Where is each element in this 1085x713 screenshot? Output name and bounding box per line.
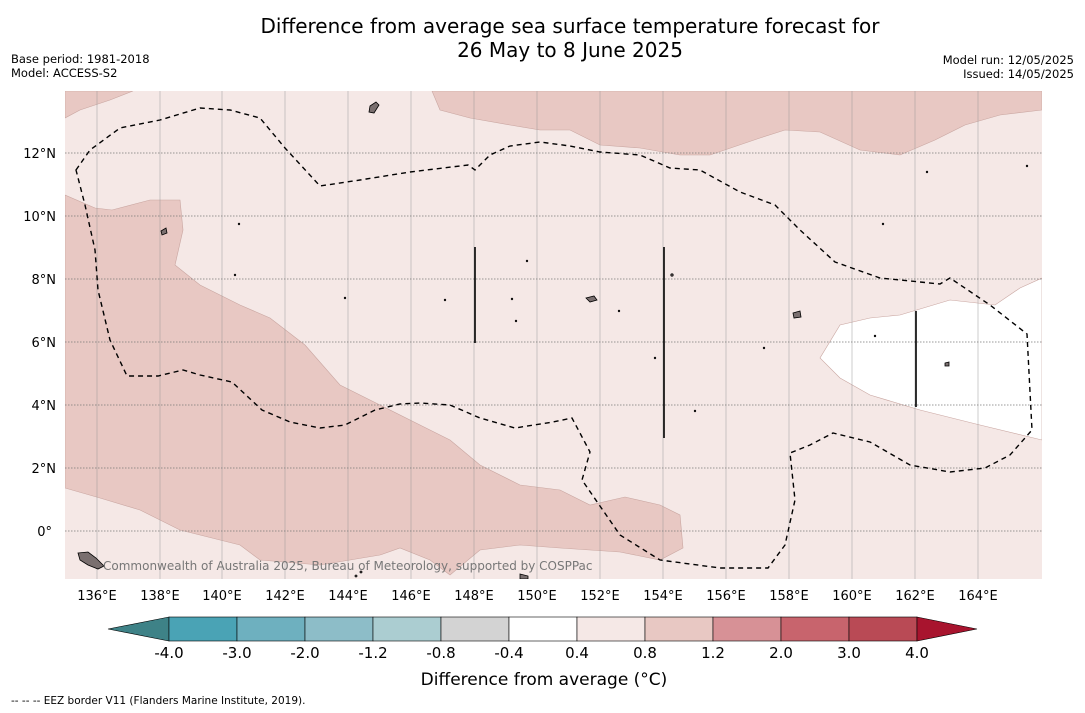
colorbar-tick-label: -3.0 [222,644,251,662]
neutral-region-east [819,277,1042,441]
lon-tick: 146°E [391,589,431,604]
colorbar-segment [644,616,714,642]
meta-left: Base period: 1981-2018 Model: ACCESS-S2 [11,52,150,80]
lon-tick: 152°E [580,589,620,604]
lat-tick: 12°N [23,147,56,162]
colorbar-tick-label: -0.4 [494,644,523,662]
colorbar-tick-label: -4.0 [154,644,183,662]
lon-tick: 162°E [895,589,935,604]
lat-tick: 10°N [23,210,56,225]
colorbar-tick-label: 2.0 [769,644,793,662]
meta-right: Model run: 12/05/2025 Issued: 14/05/2025 [943,53,1074,81]
model-run: Model run: 12/05/2025 [942,53,1074,67]
colorbar-tick-label: 0.8 [633,644,657,662]
colorbar-segment [168,616,238,642]
colorbar-segment [304,616,374,642]
eez-footnote: -- -- -- EEZ border V11 (Flanders Marine… [11,695,306,707]
lon-tick: 136°E [77,589,117,604]
lon-tick: 160°E [832,589,872,604]
title-line-2: 26 May to 8 June 2025 [457,38,683,62]
eez-border [75,107,1033,569]
lon-tick: 156°E [706,589,746,604]
lon-tick: 164°E [958,589,998,604]
colorbar-segment [440,616,510,642]
lat-tick-labels: 12°N 10°N 8°N 6°N 4°N 2°N 0° [23,147,56,540]
lon-tick: 158°E [769,589,809,604]
lat-tick: 4°N [32,399,57,414]
colorbar-segment [712,616,782,642]
anomaly-region-northwest [65,91,134,119]
colorbar-segment [576,616,646,642]
lon-tick: 138°E [140,589,180,604]
map-watermark: Commonwealth of Australia 2025, Bureau o… [103,559,593,573]
colorbar-segment [848,616,918,642]
colorbar-segment [508,616,578,642]
colorbar: -4.0 -3.0 -2.0 -1.2 -0.8 -0.4 0.4 0.8 1.2 2.0 3.0 4… [107,616,978,662]
anomaly-region-southwest [65,194,684,576]
colorbar-over-extension [916,616,978,642]
colorbar-tick-label: 3.0 [837,644,861,662]
colorbar-segment [372,616,442,642]
colorbar-tick-label: 0.4 [565,644,589,662]
colorbar-tick-label: 4.0 [905,644,929,662]
lon-tick: 142°E [265,589,305,604]
lat-tick: 2°N [32,462,57,477]
colorbar-tick-label: -2.0 [290,644,319,662]
lon-tick: 148°E [454,589,494,604]
map-title: Difference from average sea surface temp… [0,14,1085,62]
model-name: Model: ACCESS-S2 [11,66,118,80]
colorbar-tick-label: -0.8 [426,644,455,662]
issued-date: Issued: 14/05/2025 [963,67,1074,81]
anomaly-region-north [431,91,1042,156]
title-line-1: Difference from average sea surface temp… [260,14,880,38]
lat-tick: 0° [37,525,52,540]
lon-tick: 144°E [328,589,368,604]
colorbar-label: Difference from average (°C) [420,670,668,690]
base-period: Base period: 1981-2018 [11,52,150,66]
gridlines [65,91,1042,579]
colorbar-tick-label: 1.2 [701,644,725,662]
colorbar-segment [780,616,850,642]
lon-tick: 154°E [643,589,683,604]
lon-tick: 140°E [202,589,242,604]
lon-tick-labels: 136°E 138°E 140°E 142°E 144°E 146°E 148°… [77,589,998,604]
lon-tick: 150°E [517,589,557,604]
meridian-markers [474,247,917,438]
lat-tick: 6°N [32,336,57,351]
islands [77,101,1029,579]
lat-tick: 8°N [32,273,57,288]
colorbar-segment [236,616,306,642]
colorbar-tick-label: -1.2 [358,644,387,662]
colorbar-under-extension [107,616,170,642]
